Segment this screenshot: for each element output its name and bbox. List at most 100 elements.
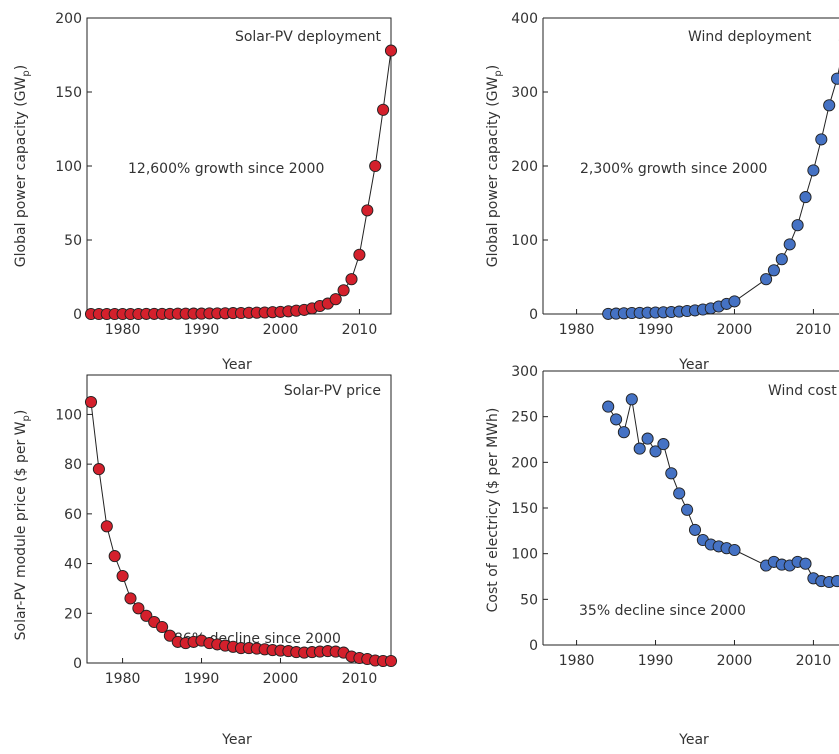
y-tick-label: 0 [529, 307, 538, 323]
x-axis-title: Year [221, 732, 252, 748]
panel-title: Wind cost [768, 383, 837, 399]
data-point [800, 558, 811, 569]
growth-annotation: 12,600% growth since 2000 [128, 161, 324, 177]
x-tick-label: 1980 [105, 671, 141, 687]
y-tick-label: 300 [511, 85, 538, 101]
y-tick-label: 100 [55, 407, 82, 423]
data-point [689, 524, 700, 535]
x-tick-label: 2010 [342, 322, 378, 338]
x-tick-label: 2000 [263, 671, 299, 687]
x-tick-label: 2000 [717, 653, 753, 669]
data-point [338, 285, 349, 296]
data-point [385, 655, 396, 666]
x-axis-title: Year [678, 732, 709, 748]
panel-title: Wind deployment [688, 29, 812, 45]
y-tick-label: 200 [511, 159, 538, 175]
plot-frame [87, 375, 391, 663]
panel-wind-cost: Wind cost 35% decline since 2000 0 50 100 1… [485, 364, 839, 748]
x-tick-label: 2000 [717, 322, 753, 338]
y-tick-label: 200 [55, 11, 82, 27]
data-point [666, 468, 677, 479]
data-point [792, 220, 803, 231]
y-tick-label: 50 [64, 233, 82, 249]
data-point [618, 427, 629, 438]
y-axis-title: Solar-PV module price ($ per Wp) [13, 410, 32, 641]
data-point [354, 249, 365, 260]
panel-title: Solar-PV deployment [235, 29, 382, 45]
data-point [362, 205, 373, 216]
data-point [85, 396, 96, 407]
y-tick-label: 40 [64, 557, 82, 573]
x-tick-label: 1980 [559, 322, 595, 338]
data-point [768, 265, 779, 276]
data-point [776, 254, 787, 265]
series-line [91, 402, 391, 661]
panel-solar-price: Solar-PV price 86% decline since 2000 02… [13, 375, 397, 748]
data-point [808, 165, 819, 176]
x-tick-label: 1990 [184, 322, 220, 338]
series-line [608, 40, 839, 314]
x-tick-label: 1990 [184, 671, 220, 687]
data-point [729, 544, 740, 555]
data-point [611, 414, 622, 425]
data-point [109, 551, 120, 562]
data-point [125, 593, 136, 604]
data-point [816, 134, 827, 145]
y-tick-label: 150 [55, 85, 82, 101]
panel-wind-deployment: Wind deployment 2,300% growth since 2000… [485, 11, 839, 373]
data-point [634, 443, 645, 454]
y-tick-label: 80 [64, 457, 82, 473]
y-tick-label: 0 [73, 307, 82, 323]
series-line [91, 51, 391, 314]
y-tick-label: 250 [511, 410, 538, 426]
data-point [117, 570, 128, 581]
data-point [93, 464, 104, 475]
panel-solar-deployment: Solar-PV deployment 12,600% growth since… [13, 11, 397, 373]
decline-annotation: 35% decline since 2000 [579, 603, 746, 619]
y-tick-label: 200 [511, 455, 538, 471]
panel-title: Solar-PV price [284, 383, 381, 399]
data-point [157, 621, 168, 632]
data-point [682, 504, 693, 515]
y-tick-label: 400 [511, 11, 538, 27]
y-tick-label: 150 [511, 501, 538, 517]
x-tick-label: 1980 [559, 653, 595, 669]
data-point [346, 274, 357, 285]
data-point [101, 521, 112, 532]
y-tick-label: 0 [73, 656, 82, 672]
data-point [824, 100, 835, 111]
y-tick-label: 300 [511, 364, 538, 380]
data-point [729, 296, 740, 307]
x-tick-label: 2010 [342, 671, 378, 687]
data-point [784, 239, 795, 250]
y-tick-label: 60 [64, 507, 82, 523]
y-tick-label: 0 [529, 638, 538, 654]
x-axis-title: Year [221, 357, 252, 373]
y-axis-title: Global power capacity (GWp) [485, 65, 504, 267]
y-tick-label: 100 [511, 233, 538, 249]
data-point [832, 73, 839, 84]
y-axis-title: Global power capacity (GWp) [13, 65, 32, 267]
y-tick-label: 100 [55, 159, 82, 175]
data-point [832, 576, 839, 587]
data-point [370, 160, 381, 171]
y-tick-label: 50 [520, 592, 538, 608]
data-point [603, 401, 614, 412]
y-axis-title: Cost of electricy ($ per MWh) [485, 408, 501, 613]
x-tick-label: 2010 [796, 653, 832, 669]
y-tick-label: 20 [64, 606, 82, 622]
y-tick-label: 100 [511, 547, 538, 563]
series-line [608, 399, 839, 582]
growth-annotation: 2,300% growth since 2000 [580, 161, 767, 177]
data-point [385, 45, 396, 56]
x-tick-label: 1990 [638, 653, 674, 669]
data-point [761, 274, 772, 285]
data-point [330, 294, 341, 305]
data-point [378, 104, 389, 115]
data-point [642, 433, 653, 444]
x-tick-label: 2010 [796, 322, 832, 338]
x-tick-label: 1990 [638, 322, 674, 338]
data-point [626, 394, 637, 405]
data-point [674, 488, 685, 499]
